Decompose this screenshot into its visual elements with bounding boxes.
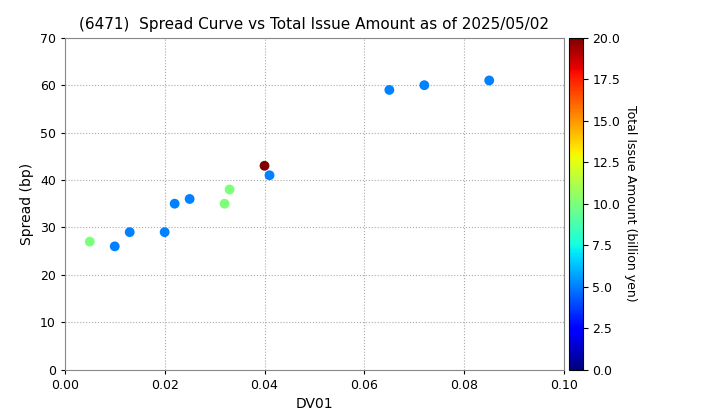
Point <box>258 163 270 169</box>
Point <box>159 229 171 236</box>
Y-axis label: Total Issue Amount (billion yen): Total Issue Amount (billion yen) <box>624 105 637 302</box>
Point <box>264 172 275 178</box>
Point <box>184 196 195 202</box>
Point <box>169 200 181 207</box>
Point <box>384 87 395 93</box>
Title: (6471)  Spread Curve vs Total Issue Amount as of 2025/05/02: (6471) Spread Curve vs Total Issue Amoun… <box>79 18 549 32</box>
Point <box>84 238 96 245</box>
Point <box>224 186 235 193</box>
Point <box>219 200 230 207</box>
Point <box>124 229 135 236</box>
X-axis label: DV01: DV01 <box>296 397 333 411</box>
Point <box>483 77 495 84</box>
Point <box>418 82 430 89</box>
Point <box>109 243 120 250</box>
Y-axis label: Spread (bp): Spread (bp) <box>20 163 35 245</box>
